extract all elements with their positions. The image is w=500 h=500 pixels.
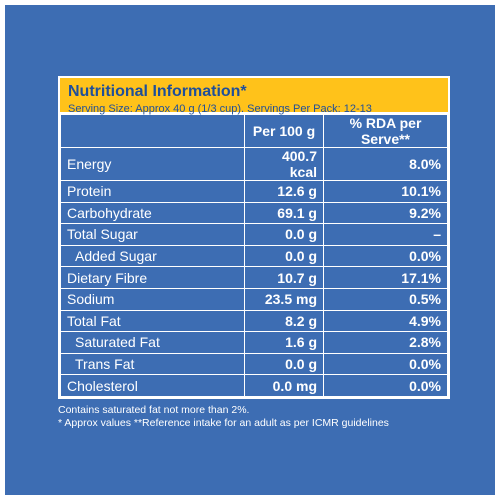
nutrient-name: Saturated Fat [60,331,245,354]
nutrition-table: Per 100 g % RDA per Serve** Energy 400.7… [60,114,448,397]
table-row: Energy 400.7 kcal 8.0% [60,147,448,181]
per100-value: 69.1 g [244,201,324,225]
rda-value: 0.5% [323,287,448,311]
table-header-row: Per 100 g % RDA per Serve** [60,114,448,148]
footnotes: Contains saturated fat not more than 2%.… [58,404,450,430]
nutrient-name: Total Sugar [60,223,245,246]
nutrient-name: Added Sugar [60,244,245,268]
per100-value: 0.0 g [244,223,324,246]
per100-value: 8.2 g [244,309,324,333]
column-header-rda: % RDA per Serve** [323,114,448,148]
nutrient-name: Total Fat [60,309,245,333]
per100-value: 10.7 g [244,266,324,289]
footnote-saturated-fat: Contains saturated fat not more than 2%. [58,403,250,416]
table-row: Added Sugar 0.0 g 0.0% [60,244,448,268]
nutrition-card: Nutritional Information* Serving Size: A… [58,76,450,430]
background-panel: Nutritional Information* Serving Size: A… [5,5,495,495]
nutrient-name: Dietary Fibre [60,266,245,289]
rda-value: – [323,223,448,246]
table-row: Total Sugar 0.0 g – [60,223,448,246]
table-row: Saturated Fat 1.6 g 2.8% [60,331,448,354]
per100-value: 400.7 kcal [244,147,324,181]
per100-value: 1.6 g [244,331,324,354]
column-header-nutrient [60,114,245,148]
serving-size-text: Serving Size: Approx 40 g (1/3 cup). Ser… [68,103,372,115]
nutrition-header: Nutritional Information* Serving Size: A… [60,78,448,115]
per100-value: 0.0 g [244,352,324,376]
table-row: Dietary Fibre 10.7 g 17.1% [60,266,448,289]
per100-value: 12.6 g [244,180,324,203]
rda-value: 4.9% [323,309,448,333]
nutrition-title: Nutritional Information* [68,83,247,100]
rda-value: 0.0% [323,374,448,397]
rda-value: 0.0% [323,244,448,268]
table-row: Cholesterol 0.0 mg 0.0% [60,374,448,397]
nutrient-name: Cholesterol [60,374,245,397]
nutrient-name: Sodium [60,287,245,311]
nutrient-name: Protein [60,180,245,203]
per100-value: 0.0 mg [244,374,324,397]
nutrient-name: Carbohydrate [60,201,245,225]
per100-value: 23.5 mg [244,287,324,311]
rda-value: 9.2% [323,201,448,225]
nutrient-name: Energy [60,147,245,181]
column-header-per100: Per 100 g [244,114,324,148]
rda-value: 10.1% [323,180,448,203]
table-row: Sodium 23.5 mg 0.5% [60,287,448,311]
table-row: Protein 12.6 g 10.1% [60,180,448,203]
table-row: Trans Fat 0.0 g 0.0% [60,352,448,376]
footnote-reference: * Approx values **Reference intake for a… [58,416,389,429]
nutrient-name: Trans Fat [60,352,245,376]
nutrition-table-wrap: Nutritional Information* Serving Size: A… [58,76,450,399]
per100-value: 0.0 g [244,244,324,268]
rda-value: 8.0% [323,147,448,181]
rda-value: 2.8% [323,331,448,354]
table-row: Carbohydrate 69.1 g 9.2% [60,201,448,225]
rda-value: 17.1% [323,266,448,289]
rda-value: 0.0% [323,352,448,376]
table-row: Total Fat 8.2 g 4.9% [60,309,448,333]
